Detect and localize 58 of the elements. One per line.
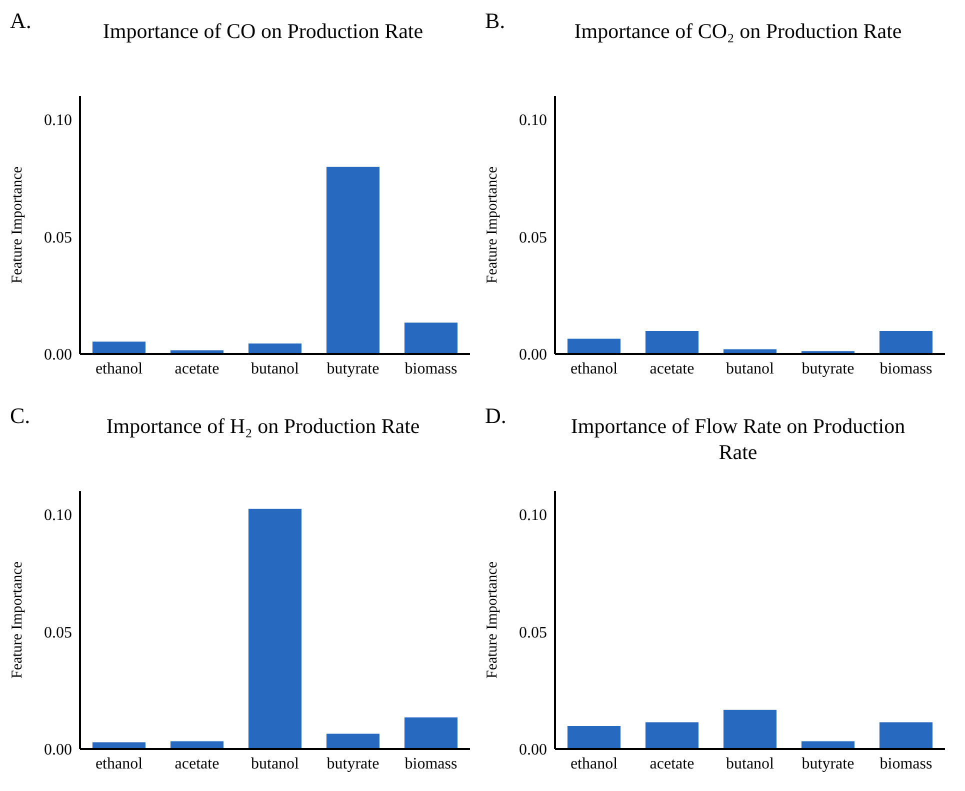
y-tick-label: 0.05 — [519, 229, 547, 246]
y-tick-label: 0.00 — [44, 346, 72, 364]
bar — [879, 722, 932, 749]
bar — [248, 343, 302, 354]
x-tick-label: butyrate — [802, 360, 854, 378]
x-tick-label: butanol — [726, 360, 775, 378]
x-tick-label: butanol — [251, 755, 300, 772]
y-tick-label: 0.05 — [519, 624, 547, 642]
x-tick-label: butyrate — [326, 360, 380, 378]
x-tick-label: acetate — [650, 755, 694, 772]
chart-title: Importance of CO₂ on Production Rate — [574, 18, 902, 44]
x-tick-label: acetate — [650, 360, 694, 378]
x-tick-label: biomass — [404, 755, 458, 772]
x-tick-label: butanol — [726, 755, 775, 772]
x-tick-label: butanol — [251, 360, 300, 378]
bar — [248, 508, 302, 749]
bar — [326, 734, 380, 749]
y-tick-label: 0.00 — [519, 742, 547, 759]
x-tick-label: acetate — [174, 755, 220, 772]
x-tick-label: ethanol — [570, 755, 618, 772]
text: C. — [10, 403, 30, 429]
x-tick-label: butyrate — [802, 755, 854, 772]
bar — [567, 726, 620, 749]
bar — [404, 717, 458, 749]
y-axis-title: Feature Importance — [9, 166, 26, 284]
bar — [92, 342, 146, 354]
x-tick-label: biomass — [880, 360, 932, 378]
chart-title: Importance of CO on Production Rate — [102, 18, 424, 44]
x-tick-label: biomass — [404, 360, 458, 378]
text: A. — [10, 8, 32, 34]
chart-title: Importance of Flow Rate on Production Rate — [570, 413, 906, 465]
y-axis-title: Feature Importance — [484, 166, 500, 284]
bar — [879, 331, 932, 354]
y-tick-label: 0.05 — [44, 624, 72, 642]
y-tick-label: 0.10 — [519, 507, 547, 524]
y-tick-label: 0.10 — [44, 112, 72, 130]
y-axis-title: Feature Importance — [484, 561, 500, 679]
bar — [723, 710, 776, 749]
y-tick-label: 0.10 — [519, 112, 547, 130]
chart-title: Importance of H₂ on Production Rate — [106, 413, 420, 439]
bar — [567, 338, 620, 354]
y-tick-label: 0.05 — [44, 229, 72, 246]
y-tick-label: 0.00 — [519, 346, 547, 364]
bar — [404, 322, 458, 354]
text: D. — [485, 403, 506, 429]
bar — [645, 722, 698, 749]
x-tick-label: ethanol — [570, 360, 618, 378]
y-tick-label: 0.00 — [44, 742, 72, 759]
bar — [326, 166, 380, 354]
x-tick-label: ethanol — [95, 755, 144, 772]
bar — [645, 331, 698, 354]
y-axis-title: Feature Importance — [9, 561, 26, 679]
y-tick-label: 0.10 — [44, 507, 72, 524]
x-tick-label: ethanol — [95, 360, 144, 378]
text: B. — [485, 8, 506, 34]
x-tick-label: biomass — [880, 755, 932, 772]
x-tick-label: butyrate — [326, 755, 380, 772]
x-tick-label: acetate — [174, 360, 220, 378]
